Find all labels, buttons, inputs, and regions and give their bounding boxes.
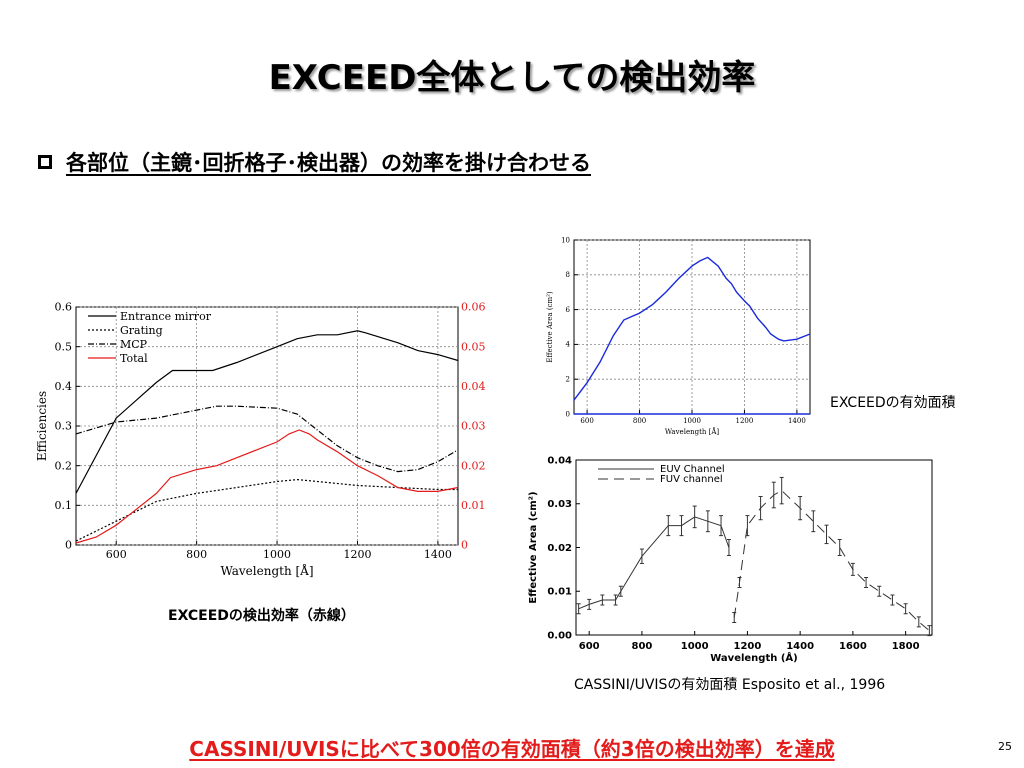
series-line [75, 330, 459, 494]
exceed-effective-area-chart: 600 800 1000 1200 1400 0 2 4 6 8 10 Wavelength [Å] E… [546, 236, 811, 436]
x-tick-label: 1200 [733, 641, 761, 652]
y2-tick-label: 0.05 [461, 340, 486, 353]
conclusion-text: CASSINI/UVISに比べて300倍の有効面積（約3倍の検出効率）を達成 [189, 737, 835, 761]
y-tick-label: 0.00 [547, 630, 572, 641]
y-tick-label: 8 [566, 271, 570, 279]
y-tick-label: 0.01 [547, 587, 572, 598]
series-line [733, 489, 930, 631]
bullet-point: 各部位（主鏡･回折格子･検出器）の効率を掛け合わせる [38, 147, 591, 177]
y-tick-label: 6 [566, 306, 571, 314]
x-axis-label: Wavelength (Å) [710, 651, 797, 664]
x-tick-label: 800 [633, 417, 646, 425]
y-tick-label: 0 [566, 410, 570, 418]
caption-exceed-area: EXCEEDの有効面積 [830, 395, 956, 411]
x-tick-label: 800 [186, 548, 207, 561]
x-tick-label: 600 [579, 641, 600, 652]
legend-label: FUV channel [660, 474, 723, 485]
caption-cassini-area: CASSINI/UVISの有効面積 Esposito et al., 1996 [574, 677, 886, 693]
x-tick-label: 1600 [839, 641, 867, 652]
x-tick-label: 1000 [683, 417, 701, 425]
series-line [75, 429, 459, 544]
y2-tick-label: 0.06 [461, 301, 486, 314]
y-tick-label: 0.2 [55, 459, 73, 472]
legend-label: MCP [120, 338, 148, 351]
x-tick-label: 1200 [736, 417, 754, 425]
y-tick-label: 0.4 [55, 380, 73, 393]
x-tick-label: 1200 [343, 548, 371, 561]
legend-label: Grating [120, 324, 163, 337]
series-line [75, 478, 458, 542]
x-tick-label: 1400 [786, 641, 814, 652]
x-tick-label: 600 [106, 548, 127, 561]
x-axis-label: Wavelength [Å] [665, 427, 720, 436]
page-number: 25 [998, 740, 1012, 753]
efficiency-chart: 600 800 1000 1200 1400 0 0.1 0.2 0.3 0.4 0.5 0.6 0 0.… [35, 301, 486, 578]
square-bullet-icon [38, 155, 52, 169]
x-tick-label: 800 [631, 641, 652, 652]
x-tick-label: 600 [580, 417, 593, 425]
y-tick-label: 0.04 [547, 455, 572, 466]
cassini-uvis-chart: 600 800 1000 1200 1400 1600 1800 0.00 0.01 0.02 0.… [528, 455, 933, 664]
y-tick-label: 0.3 [55, 420, 73, 433]
series-line [578, 516, 730, 610]
legend-label: Total [120, 352, 148, 365]
series-line [75, 405, 459, 473]
y2-tick-label: 0.04 [461, 380, 486, 393]
y-axis-label: Efficiencies [35, 391, 49, 461]
slide-title: EXCEED全体としての検出効率 [268, 58, 756, 98]
y2-tick-label: 0 [461, 539, 468, 552]
y-tick-label: 0 [65, 539, 72, 552]
x-tick-label: 1400 [424, 548, 452, 561]
y-tick-label: 0.6 [55, 301, 73, 314]
y-tick-label: 0.5 [55, 340, 73, 353]
y-tick-label: 0.03 [547, 499, 572, 510]
x-tick-label: 1000 [681, 641, 709, 652]
y-axis-label: Effective Area (cm²) [546, 291, 554, 363]
y-tick-label: 0.02 [547, 543, 572, 554]
y-tick-label: 4 [566, 341, 571, 349]
caption-exceed-efficiency: EXCEEDの検出効率（赤線） [168, 608, 355, 624]
legend-label: EUV Channel [660, 464, 725, 475]
plot-frame [575, 459, 933, 636]
x-axis-label: Wavelength [Å] [220, 563, 313, 578]
y2-tick-label: 0.01 [461, 499, 486, 512]
bullet-text: 各部位（主鏡･回折格子･検出器）の効率を掛け合わせる [66, 151, 591, 175]
y-tick-label: 10 [561, 236, 570, 244]
legend-label: Entrance mirror [120, 310, 212, 323]
y-axis-label: Effective Area (cm²) [528, 491, 539, 603]
x-tick-label: 1000 [263, 548, 291, 561]
x-tick-label: 1800 [892, 641, 920, 652]
x-tick-label: 1400 [788, 417, 806, 425]
y-tick-label: 2 [566, 376, 570, 384]
y-tick-label: 0.1 [55, 499, 73, 512]
y2-tick-label: 0.03 [461, 420, 486, 433]
series-line [573, 256, 811, 401]
y2-tick-label: 0.02 [461, 459, 486, 472]
